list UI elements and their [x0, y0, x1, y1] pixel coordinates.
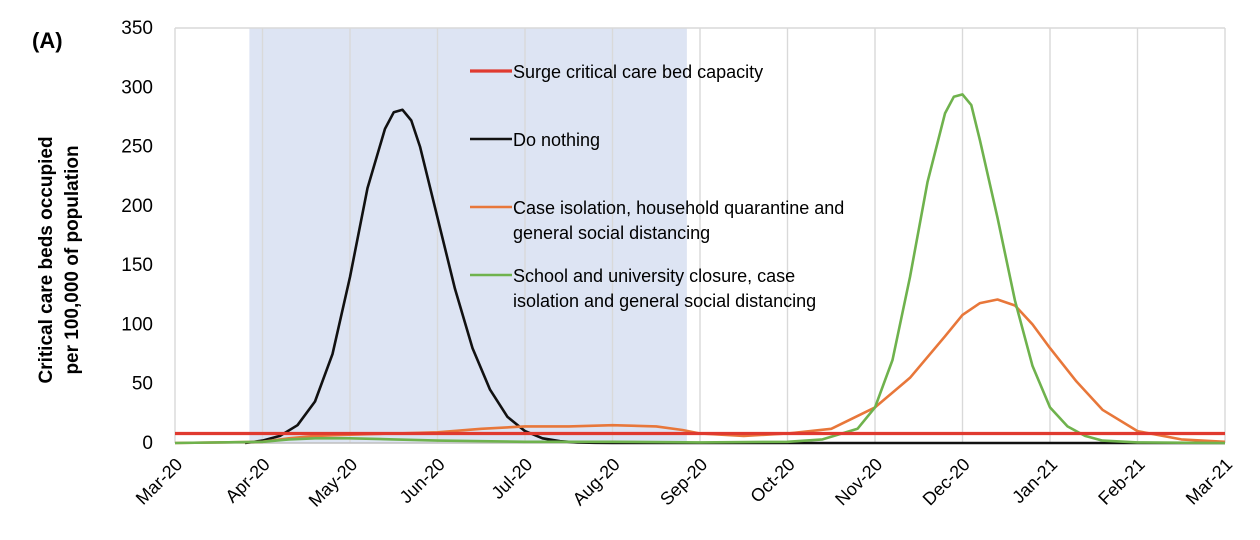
y-tick-label: 150 — [121, 255, 153, 276]
y-tick-label: 50 — [132, 374, 153, 395]
y-tick-label: 200 — [121, 196, 153, 217]
x-tick-label: May-20 — [305, 454, 362, 511]
y-tick-label: 350 — [121, 18, 153, 39]
y-axis-title-line-2: per 100,000 of population — [62, 145, 83, 374]
x-tick-label: Mar-20 — [132, 454, 186, 508]
x-tick-label: Jan-21 — [1008, 454, 1061, 507]
y-tick-label: 100 — [121, 314, 153, 335]
shaded-period — [249, 28, 687, 443]
legend-label-3: School and university closure, case — [513, 266, 795, 286]
legend-label-0: Surge critical care bed capacity — [513, 62, 763, 82]
shaded-period-layer — [249, 28, 687, 443]
x-tick-label: Dec-20 — [919, 454, 974, 509]
panel-label: (A) — [32, 28, 63, 53]
y-axis-title: Critical care beds occupied per 100,000 … — [36, 136, 83, 383]
legend-label-3: isolation and general social distancing — [513, 291, 816, 311]
x-tick-label: Sep-20 — [656, 454, 711, 509]
legend: Surge critical care bed capacity Do nothi… — [470, 62, 844, 311]
x-tick-label: Feb-21 — [1094, 454, 1148, 508]
legend-label-1: Do nothing — [513, 130, 600, 150]
series-layer — [174, 93, 1226, 445]
series-line-2 — [174, 93, 1226, 445]
y-axis-title-line-1: Critical care beds occupied — [36, 136, 57, 383]
grid-layer — [174, 27, 1226, 443]
y-tick-label: 0 — [142, 433, 153, 454]
legend-label-2: Case isolation, household quarantine and — [513, 198, 844, 218]
x-tick-label: Apr-20 — [221, 454, 273, 506]
y-tick-label: 250 — [121, 137, 153, 158]
x-tick-label: Jul-20 — [488, 454, 537, 503]
x-tick-label: Oct-20 — [746, 454, 798, 506]
y-tick-label: 300 — [121, 77, 153, 98]
x-tick-label: Mar-21 — [1182, 454, 1236, 508]
x-tick-label: Nov-20 — [831, 454, 886, 509]
legend-label-2: general social distancing — [513, 223, 710, 243]
x-tick-label: Aug-20 — [569, 454, 624, 509]
x-tick-label: Jun-20 — [396, 454, 449, 507]
